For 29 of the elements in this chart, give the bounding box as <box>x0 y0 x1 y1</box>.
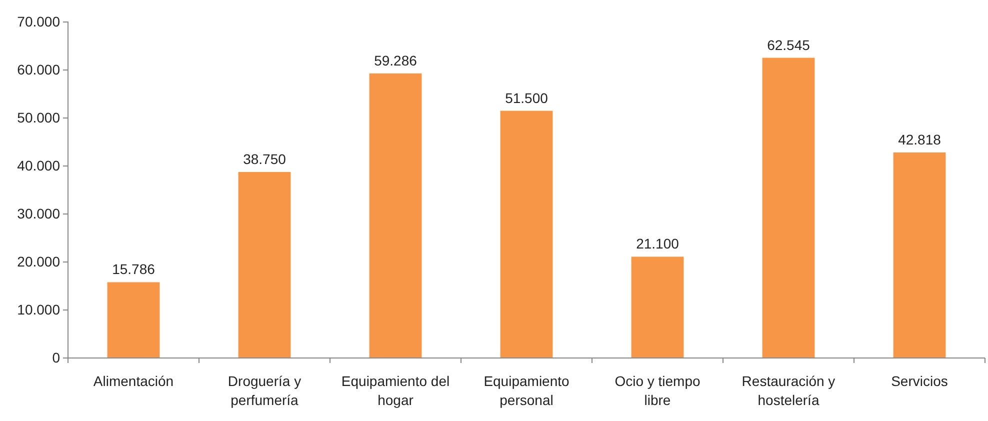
y-tick-label: 60.000 <box>17 61 60 78</box>
data-label: 51.500 <box>505 90 548 106</box>
y-tick-label: 40.000 <box>17 157 60 174</box>
x-tick-label: Restauración y hostelería <box>742 373 836 408</box>
y-tick-label: 10.000 <box>17 301 60 318</box>
data-label: 42.818 <box>898 131 942 148</box>
x-tick-label: Servicios <box>891 373 948 389</box>
data-label: 15.786 <box>112 261 156 278</box>
x-tick-label: Equipamiento personal <box>484 373 570 408</box>
x-tick-label: Alimentación <box>93 373 174 389</box>
y-tick-label: 30.000 <box>17 205 60 222</box>
y-tick-label: 0 <box>52 349 60 366</box>
bar <box>762 58 815 358</box>
x-tick-label: Ocio y tiempo libre <box>614 373 701 408</box>
data-label: 62.545 <box>767 36 810 53</box>
data-label: 59.286 <box>374 52 418 68</box>
data-label: 21.100 <box>636 236 680 252</box>
x-tick-label: Droguería y perfumería <box>228 373 302 408</box>
x-tick-label: Equipamiento del hogar <box>341 373 450 408</box>
bar <box>369 73 422 358</box>
bar <box>631 256 684 358</box>
y-tick-label: 20.000 <box>17 253 60 270</box>
y-tick-label: 50.000 <box>17 109 60 126</box>
bar <box>238 172 291 358</box>
bar <box>893 152 946 358</box>
data-label: 38.750 <box>243 151 286 167</box>
bar <box>107 282 160 358</box>
bar <box>500 110 553 358</box>
y-tick-label: 70.000 <box>17 13 60 30</box>
